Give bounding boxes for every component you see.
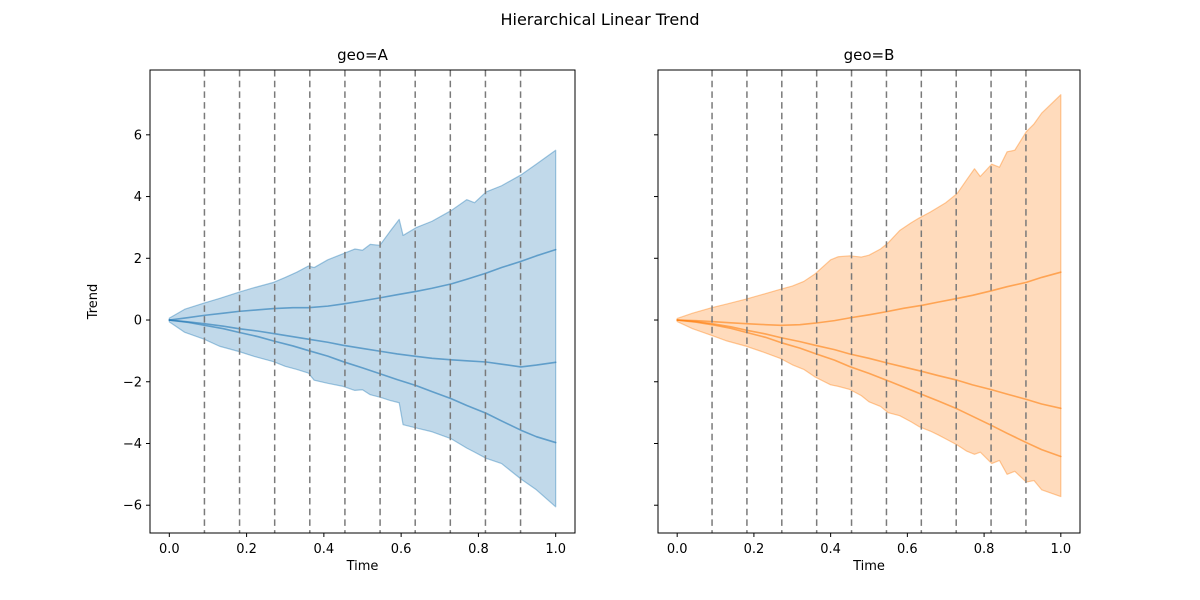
y-tick-label: 0: [134, 314, 142, 329]
x-tick-label: 0.6: [897, 542, 918, 557]
panel-title: geo=A: [337, 46, 388, 64]
x-tick-label: 0.0: [159, 542, 180, 557]
x-tick-label: 0.4: [820, 542, 841, 557]
trend-line-draw-2: [168, 319, 557, 368]
y-tick-label: −6: [123, 499, 142, 514]
x-tick-label: 0.2: [744, 542, 765, 557]
trend-line-draw-2: [676, 319, 1062, 410]
x-tick-label: 1.0: [1050, 542, 1071, 557]
trend-line-draw-1: [168, 248, 557, 321]
y-tick-label: −2: [123, 375, 142, 390]
y-tick-label: 4: [134, 190, 142, 205]
axes-spines: [657, 69, 1081, 534]
x-tick-label: 0.2: [236, 542, 257, 557]
panel-geo-a: 0.0 0.2 0.4 0.6 0.8 1.0 −6 −4 −2 0 2 4 6 geo=A Time Tre…: [86, 46, 576, 574]
y-axis-label: Trend: [86, 284, 101, 321]
y-tick-label: −4: [123, 437, 142, 452]
axes-spines: [149, 69, 576, 534]
y-tick-label: 2: [134, 252, 142, 267]
trend-line-draw-1: [676, 271, 1062, 327]
x-axis-label: Time: [852, 559, 885, 574]
panel-title: geo=B: [844, 46, 895, 64]
x-tick-label: 0.4: [314, 542, 335, 557]
trend-line-draw-3: [676, 319, 1062, 458]
trend-line-draw-3: [168, 319, 557, 444]
x-tick-label: 0.8: [974, 542, 995, 557]
x-axis-label: Time: [346, 559, 379, 574]
x-tick-label: 0.8: [468, 542, 489, 557]
x-tick-label: 0.6: [391, 542, 412, 557]
uncertainty-band: [168, 149, 557, 508]
uncertainty-band: [676, 94, 1062, 498]
x-tick-label: 0.0: [667, 542, 688, 557]
figure-title: Hierarchical Linear Trend: [500, 10, 700, 29]
panel-geo-b: 0.0 0.2 0.4 0.6 0.8 1.0 geo=B Time: [654, 46, 1081, 574]
x-tick-label: 1.0: [545, 542, 566, 557]
y-tick-label: 6: [134, 128, 142, 143]
